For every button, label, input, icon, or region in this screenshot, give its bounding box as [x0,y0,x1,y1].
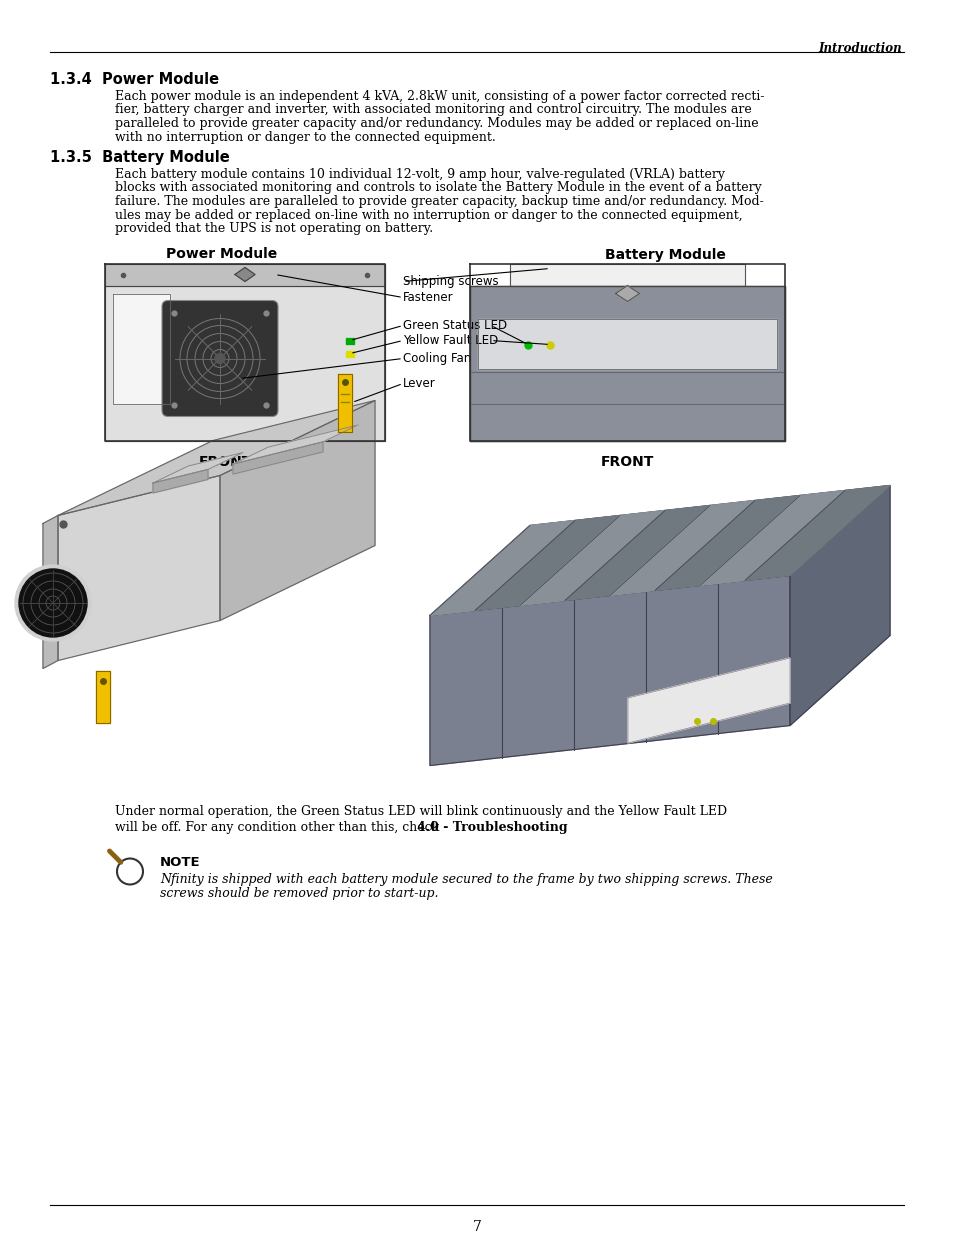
Polygon shape [58,400,375,515]
Polygon shape [152,469,208,493]
Polygon shape [430,576,789,766]
Polygon shape [233,442,323,474]
Text: Cooling Fan: Cooling Fan [402,352,471,366]
Polygon shape [700,490,844,585]
Polygon shape [609,500,754,595]
Text: paralleled to provide greater capacity and/or redundancy. Modules may be added o: paralleled to provide greater capacity a… [115,117,758,130]
Text: Yellow Fault LED: Yellow Fault LED [402,333,497,347]
Polygon shape [152,452,243,483]
Polygon shape [430,520,575,615]
Circle shape [214,353,225,363]
Text: .: . [532,820,536,834]
Text: Green Status LED: Green Status LED [402,319,507,332]
Text: Nfinity is shipped with each battery module secured to the frame by two shipping: Nfinity is shipped with each battery mod… [160,873,772,887]
Text: Fastener: Fastener [402,291,453,304]
Text: will be off. For any condition other than this, check: will be off. For any condition other tha… [115,820,443,834]
Text: FRONT: FRONT [198,454,252,468]
Text: ules may be added or replaced on-line with no interruption or danger to the conn: ules may be added or replaced on-line wi… [115,209,741,221]
Circle shape [19,569,87,637]
Polygon shape [112,294,170,404]
Text: 1.3.5  Battery Module: 1.3.5 Battery Module [50,149,230,165]
Text: Each power module is an independent 4 kVA, 2.8kW unit, consisting of a power fac: Each power module is an independent 4 kV… [115,90,763,103]
Text: 7: 7 [472,1220,481,1234]
Text: Shipping screws: Shipping screws [402,275,498,288]
Polygon shape [96,671,110,722]
Text: 1.3.4  Power Module: 1.3.4 Power Module [50,72,219,86]
Text: Power Module: Power Module [166,247,277,262]
Polygon shape [234,268,254,282]
Text: NOTE: NOTE [160,857,200,869]
Polygon shape [105,285,385,441]
Text: provided that the UPS is not operating on battery.: provided that the UPS is not operating o… [115,222,433,235]
Polygon shape [655,495,800,590]
Text: failure. The modules are paralleled to provide greater capacity, backup time and: failure. The modules are paralleled to p… [115,195,763,207]
FancyBboxPatch shape [162,300,277,416]
Polygon shape [510,263,744,285]
Text: fier, battery charger and inverter, with associated monitoring and control circu: fier, battery charger and inverter, with… [115,104,751,116]
Circle shape [15,564,91,641]
Polygon shape [43,515,58,668]
Polygon shape [337,373,352,431]
Polygon shape [58,475,220,661]
Polygon shape [789,485,889,725]
Polygon shape [105,263,385,285]
Polygon shape [519,510,664,605]
Text: 4.0 - Troubleshooting: 4.0 - Troubleshooting [416,820,567,834]
Polygon shape [220,400,375,620]
Polygon shape [627,658,789,743]
Text: blocks with associated monitoring and controls to isolate the Battery Module in : blocks with associated monitoring and co… [115,182,760,194]
Text: Battery Module: Battery Module [604,247,724,262]
Polygon shape [470,285,784,441]
Text: with no interruption or danger to the connected equipment.: with no interruption or danger to the co… [115,131,496,143]
Text: Each battery module contains 10 individual 12-volt, 9 amp hour, valve-regulated : Each battery module contains 10 individu… [115,168,724,182]
Polygon shape [430,485,889,615]
Polygon shape [477,319,776,368]
Polygon shape [615,285,639,301]
Text: screws should be removed prior to start-up.: screws should be removed prior to start-… [160,888,438,900]
Text: Introduction: Introduction [818,42,901,56]
Text: Under normal operation, the Green Status LED will blink continuously and the Yel: Under normal operation, the Green Status… [115,805,726,819]
Polygon shape [475,515,619,610]
Text: FRONT: FRONT [600,454,654,468]
Polygon shape [744,485,889,580]
Polygon shape [564,505,709,600]
Polygon shape [233,425,357,464]
Text: Lever: Lever [402,377,436,390]
